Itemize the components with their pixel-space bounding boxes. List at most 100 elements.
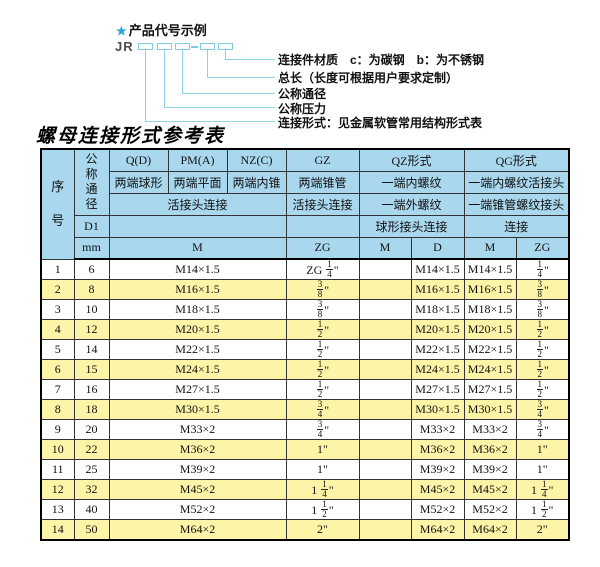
- gz-cell: 3 8 ": [285, 299, 360, 320]
- table-row: 6 15 M24×1.5 1 2 " M24×1.5 M24×1.5 1 2 ": [40, 359, 570, 380]
- dn-cell: 15: [73, 359, 110, 380]
- qg-m-cell: M52×2: [463, 499, 517, 520]
- connector-line-diameter: [182, 50, 275, 94]
- seq-cell: 1: [40, 258, 75, 280]
- qg-m-cell: M45×2: [463, 479, 517, 500]
- label-diameter: 公称通径: [278, 87, 327, 101]
- gz-cell: 1 2 ": [285, 379, 360, 400]
- qz-m-cell: [358, 419, 412, 440]
- m-cell: M39×2: [108, 459, 287, 480]
- connector-line-pressure: [164, 50, 275, 108]
- table-row: 14 50 M64×2 2" M64×2 M64×2 2": [40, 519, 570, 540]
- header-conn-union: 活接头连接: [108, 192, 287, 216]
- qg-m-cell: M18×1.5: [463, 299, 517, 320]
- header-group-pma: PM(A): [167, 148, 228, 172]
- header-dn: 公称通径: [73, 148, 110, 216]
- header-end-nzc: 两端内锥: [226, 170, 287, 194]
- dn-cell: 10: [73, 299, 110, 320]
- header-sub-qz-d: D: [410, 236, 465, 260]
- qz-d-cell: M20×1.5: [410, 319, 465, 340]
- code-box-4: [200, 43, 215, 50]
- qg-m-cell: M30×1.5: [463, 399, 517, 420]
- m-cell: M52×2: [108, 499, 287, 520]
- gz-cell: 3 8 ": [285, 279, 360, 300]
- seq-cell: 12: [40, 479, 75, 500]
- qz-d-cell: M52×2: [410, 499, 465, 520]
- dn-cell: 40: [73, 499, 110, 520]
- gz-cell: 2": [285, 519, 360, 540]
- qg-zg-cell: 3 8 ": [515, 279, 570, 300]
- dn-cell: 16: [73, 379, 110, 400]
- table-header: 序号 公称通径 Q(D) PM(A) NZ(C) GZ QZ形式 QG形式 两端…: [40, 148, 570, 260]
- m-cell: M18×1.5: [108, 299, 287, 320]
- dn-cell: 6: [73, 258, 110, 280]
- header-end-qd: 两端球形: [108, 170, 169, 194]
- connector-line-material: [225, 50, 275, 60]
- header-sub-m: M: [108, 236, 287, 260]
- qz-m-cell: [358, 379, 412, 400]
- m-cell: M20×1.5: [108, 319, 287, 340]
- dn-cell: 20: [73, 419, 110, 440]
- seq-cell: 6: [40, 359, 75, 380]
- qz-d-cell: M30×1.5: [410, 399, 465, 420]
- header-seq: 序号: [40, 148, 75, 260]
- header-empty-gz: [285, 214, 360, 238]
- header-seq-text: 序号: [51, 179, 65, 229]
- m-cell: M22×1.5: [108, 339, 287, 360]
- qz-m-cell: [358, 519, 412, 540]
- header-end-qg: 一端内螺纹活接头: [463, 170, 570, 194]
- m-cell: M24×1.5: [108, 359, 287, 380]
- qg-m-cell: M27×1.5: [463, 379, 517, 400]
- gz-cell: 1": [285, 439, 360, 460]
- m-cell: M30×1.5: [108, 399, 287, 420]
- qg-m-cell: M22×1.5: [463, 339, 517, 360]
- nut-connection-reference-table: 序号 公称通径 Q(D) PM(A) NZ(C) GZ QZ形式 QG形式 两端…: [40, 148, 570, 541]
- header-conn2-qg: 连接: [463, 214, 570, 238]
- gz-cell: 3 4 ": [285, 399, 360, 420]
- qg-m-cell: M16×1.5: [463, 279, 517, 300]
- seq-cell: 11: [40, 459, 75, 480]
- gz-cell: 1": [285, 459, 360, 480]
- label-connection-form: 连接形式：见金属软管常用结构形式表: [278, 116, 483, 130]
- qz-d-cell: M45×2: [410, 479, 465, 500]
- table-row: 8 18 M30×1.5 3 4 " M30×1.5 M30×1.5 3 4 ": [40, 399, 570, 420]
- seq-cell: 8: [40, 399, 75, 420]
- code-prefix: JR: [115, 39, 134, 54]
- qz-d-cell: M39×2: [410, 459, 465, 480]
- seq-cell: 9: [40, 419, 75, 440]
- seq-cell: 2: [40, 279, 75, 300]
- qz-m-cell: [358, 359, 412, 380]
- header-group-nzc: NZ(C): [226, 148, 287, 172]
- label-pressure: 公称压力: [278, 102, 327, 116]
- header-sub-qg-zg: ZG: [515, 236, 570, 260]
- qz-m-cell: [358, 439, 412, 460]
- qg-zg-cell: 2": [515, 519, 570, 540]
- header-end-gz: 两端锥管: [285, 170, 360, 194]
- qz-d-cell: M22×1.5: [410, 339, 465, 360]
- header-end-qz: 一端内螺纹: [358, 170, 465, 194]
- qg-m-cell: M24×1.5: [463, 359, 517, 380]
- dn-cell: 18: [73, 399, 110, 420]
- header-conn-gz: 活接头连接: [285, 192, 360, 216]
- qz-d-cell: M24×1.5: [410, 359, 465, 380]
- table-row: 1 6 M14×1.5 ZG 1 4 " M14×1.5 M14×1.5 1 4 ": [40, 258, 570, 280]
- m-cell: M45×2: [108, 479, 287, 500]
- code-box-1: [138, 43, 153, 50]
- table-row: 10 22 M36×2 1" M36×2 M36×2 1": [40, 439, 570, 460]
- table-row: 12 32 M45×2 1 1 4 " M45×2 M45×2 1 1 4 ": [40, 479, 570, 500]
- m-cell: M14×1.5: [108, 258, 287, 280]
- qz-d-cell: M27×1.5: [410, 379, 465, 400]
- dn-cell: 12: [73, 319, 110, 340]
- qg-zg-cell: 1 2 ": [515, 339, 570, 360]
- table-row: 3 10 M18×1.5 3 8 " M18×1.5 M18×1.5 3 8 ": [40, 299, 570, 320]
- diagram-title-text: 产品代号示例: [128, 23, 207, 38]
- gz-cell: 1 2 ": [285, 319, 360, 340]
